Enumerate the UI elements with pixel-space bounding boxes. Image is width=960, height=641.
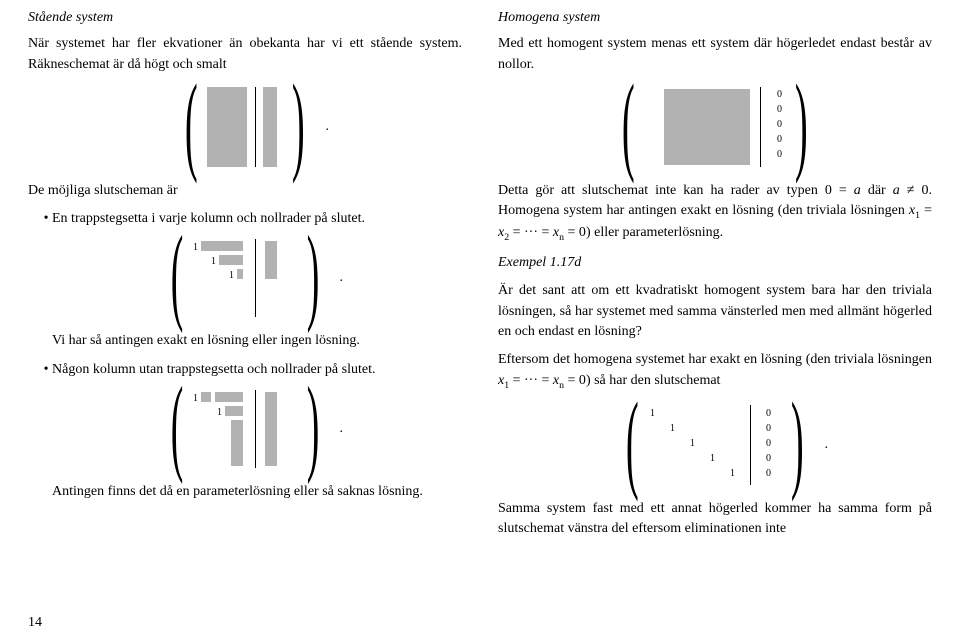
right-p3: Är det sant att om ett kvadratiskt homog… [498, 281, 932, 342]
dot: . [326, 117, 330, 137]
left-p1: När systemet har fler ekvationer än obek… [28, 34, 462, 75]
dot: . [825, 435, 829, 455]
matrix-zeros: ( 00000 ) [498, 83, 932, 171]
matrix-trappsteg-2: ( 1 1 ) . [28, 386, 462, 472]
left-p4: Antingen finns det då en parameterlösnin… [52, 482, 462, 502]
matrix-trappsteg-1: ( 1 1 1 ) . [28, 235, 462, 321]
right-p5: Samma system fast med ett annat högerled… [498, 499, 932, 540]
dot: . [340, 268, 344, 288]
left-li1: En trappstegsetta i varje kolumn och nol… [52, 209, 462, 229]
right-p2: Detta gör att slutschemat inte kan ha ra… [498, 181, 932, 245]
matrix-identity-zeros: ( 1 1 1 1 1 0 0 0 0 0 [498, 401, 932, 489]
matrix-staende: ( ) . [28, 83, 462, 171]
dot: . [340, 419, 344, 439]
example-label: Exempel 1.17d [498, 253, 932, 273]
heading-homogena: Homogena system [498, 8, 932, 28]
left-p2: De möjliga slutscheman är [28, 181, 462, 201]
right-p1: Med ett homogent system menas ett system… [498, 34, 932, 75]
page-number: 14 [28, 613, 42, 633]
heading-staende: Stående system [28, 8, 462, 28]
left-p3: Vi har så antingen exakt en lösning elle… [52, 331, 462, 351]
left-li2: Någon kolumn utan trappstegsetta och nol… [52, 360, 462, 380]
right-p4: Eftersom det homogena systemet har exakt… [498, 350, 932, 392]
